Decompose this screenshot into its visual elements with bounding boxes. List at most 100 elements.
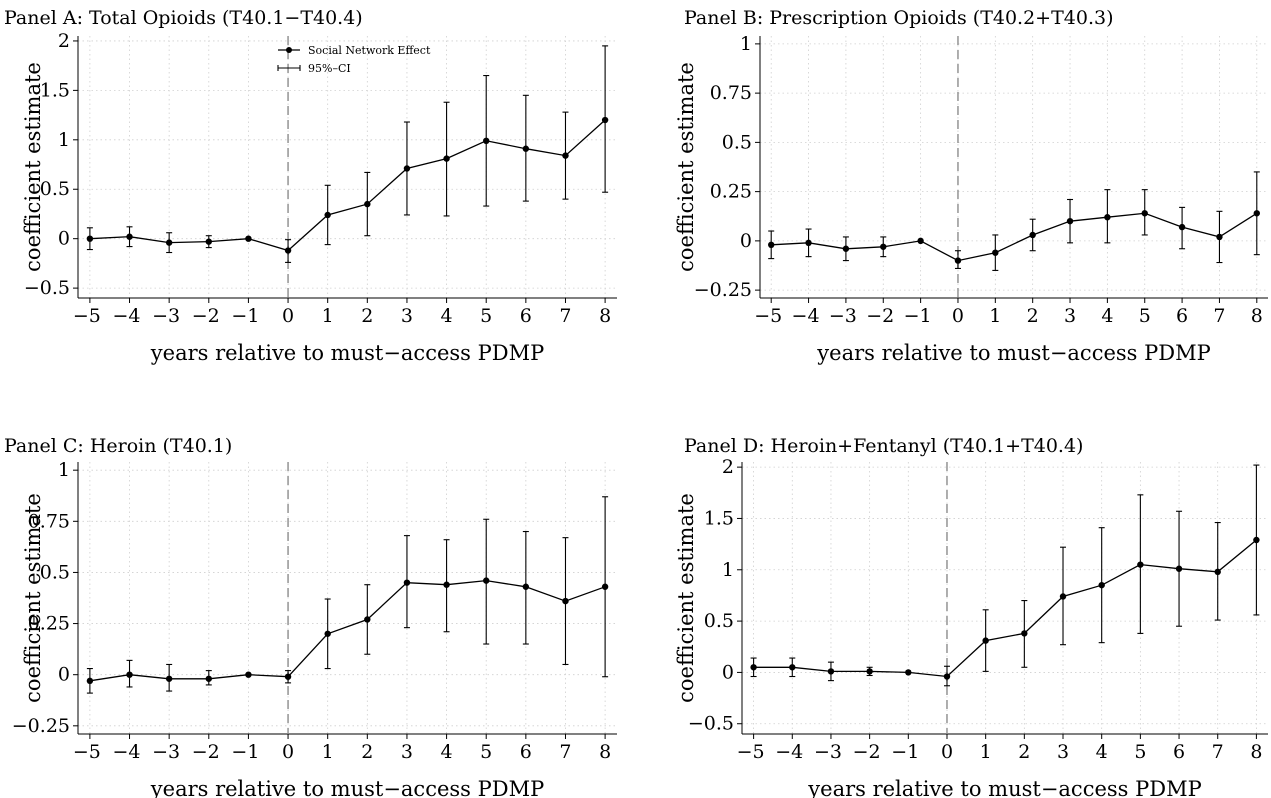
data-point xyxy=(805,239,812,247)
y-tick-label: 1 xyxy=(58,129,70,151)
data-point xyxy=(562,597,569,605)
data-point xyxy=(992,249,999,256)
data-point xyxy=(443,581,450,588)
data-point xyxy=(522,145,530,152)
x-tick-label: −2 xyxy=(853,741,881,763)
x-tick-label: 2 xyxy=(1018,741,1030,763)
data-point xyxy=(364,200,371,208)
x-tick-label: 8 xyxy=(1251,305,1263,327)
data-point xyxy=(1141,210,1148,217)
x-tick-label: 1 xyxy=(322,305,334,327)
x-axis-label: years relative to must−access PDMP xyxy=(150,341,544,365)
data-point xyxy=(917,237,924,245)
y-tick-label: 2 xyxy=(58,30,70,52)
legend-label: 95%–CI xyxy=(308,62,351,75)
data-point xyxy=(1253,536,1260,544)
data-point xyxy=(827,668,835,675)
x-tick-label: 8 xyxy=(599,741,611,763)
y-tick-label: 0.75 xyxy=(28,510,70,532)
data-point xyxy=(483,577,490,584)
x-tick-label: −2 xyxy=(192,741,220,763)
series-line xyxy=(89,579,606,682)
x-tick-label: −5 xyxy=(73,741,101,763)
data-point xyxy=(284,247,292,254)
x-tick-label: −3 xyxy=(829,305,857,327)
x-tick-label: 8 xyxy=(1250,741,1262,763)
x-tick-label: −1 xyxy=(891,741,919,763)
y-tick-label: 1 xyxy=(722,559,734,581)
data-point xyxy=(403,579,411,586)
x-tick-label: 6 xyxy=(520,305,532,327)
x-tick-label: 4 xyxy=(441,305,453,327)
x-tick-label: −5 xyxy=(737,741,765,763)
y-tick-label: 1 xyxy=(740,33,752,55)
data-point xyxy=(126,233,133,240)
data-point xyxy=(205,675,212,682)
data-point xyxy=(842,245,850,252)
series-line xyxy=(771,212,1258,262)
x-tick-label: −3 xyxy=(814,741,842,763)
data-point xyxy=(245,671,252,678)
x-tick-label: 7 xyxy=(1213,305,1225,327)
x-tick-label: −5 xyxy=(754,305,782,327)
legend-label: Social Network Effect xyxy=(308,44,431,57)
x-tick-label: 4 xyxy=(1096,741,1108,763)
y-tick-label: 0.75 xyxy=(710,82,752,104)
x-tick-label: 0 xyxy=(282,741,294,763)
x-tick-label: −2 xyxy=(192,305,220,327)
y-tick-label: 0 xyxy=(58,228,70,250)
x-tick-label: 2 xyxy=(361,741,373,763)
data-point xyxy=(324,211,331,219)
x-tick-label: −4 xyxy=(775,741,803,763)
y-tick-label: 2 xyxy=(722,456,734,478)
data-point xyxy=(522,583,530,590)
data-point xyxy=(126,671,133,678)
y-axis-label: coefficient estimate xyxy=(674,62,698,272)
data-point xyxy=(1066,217,1074,225)
y-tick-label: 0.5 xyxy=(704,610,734,632)
data-point xyxy=(403,165,411,172)
data-point xyxy=(943,673,951,680)
x-tick-label: 7 xyxy=(559,305,571,327)
x-axis-label: years relative to must−access PDMP xyxy=(150,777,544,798)
y-tick-label: 1.5 xyxy=(40,79,70,101)
legend: Social Network Effect 95%–CI xyxy=(277,44,431,75)
x-tick-label: 5 xyxy=(480,741,492,763)
x-tick-label: −4 xyxy=(792,305,820,327)
series-line xyxy=(89,119,606,252)
x-axis-label: years relative to must−access PDMP xyxy=(816,341,1210,365)
data-point xyxy=(205,238,212,245)
x-tick-label: 6 xyxy=(1173,741,1185,763)
x-tick-label: −1 xyxy=(231,741,259,763)
x-tick-label: 5 xyxy=(480,305,492,327)
y-axis-label: coefficient estimate xyxy=(21,62,45,272)
x-tick-label: −1 xyxy=(904,305,932,327)
x-tick-label: 0 xyxy=(941,741,953,763)
x-tick-label: 2 xyxy=(1027,305,1039,327)
x-tick-label: 5 xyxy=(1134,741,1146,763)
data-point xyxy=(954,257,962,264)
x-tick-label: 4 xyxy=(1101,305,1113,327)
data-point xyxy=(1098,581,1105,589)
x-tick-label: 1 xyxy=(322,741,334,763)
x-tick-label: 1 xyxy=(989,305,1001,327)
data-point xyxy=(165,675,173,682)
x-tick-label: 3 xyxy=(401,305,413,327)
data-point xyxy=(750,664,757,671)
data-point xyxy=(789,664,796,671)
data-point xyxy=(768,241,775,249)
x-tick-label: −1 xyxy=(231,305,259,327)
x-tick-label: 1 xyxy=(980,741,992,763)
data-point xyxy=(324,630,331,637)
y-tick-label: 1 xyxy=(58,459,70,481)
data-point xyxy=(601,116,609,124)
data-point xyxy=(1178,223,1186,231)
x-tick-label: 0 xyxy=(282,305,294,327)
series-line xyxy=(753,539,1257,678)
x-tick-label: 7 xyxy=(559,741,571,763)
x-tick-label: 3 xyxy=(1064,305,1076,327)
data-point xyxy=(905,669,912,676)
x-tick-label: 7 xyxy=(1212,741,1224,763)
x-tick-label: 8 xyxy=(599,305,611,327)
